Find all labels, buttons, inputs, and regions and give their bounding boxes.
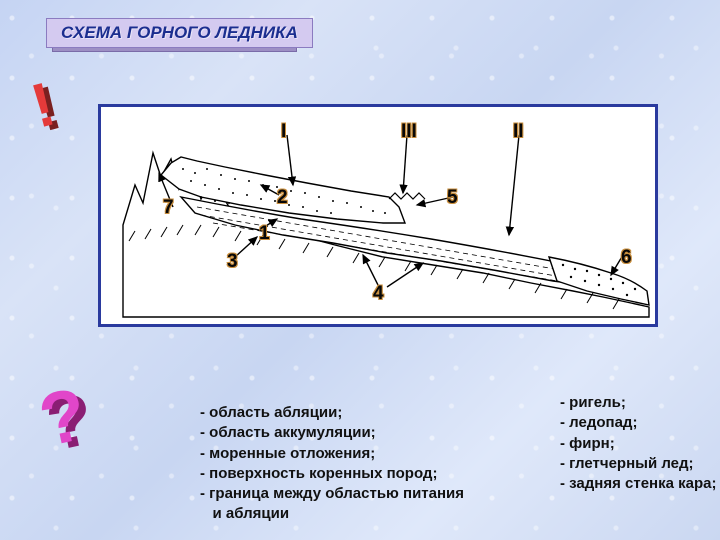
n7: 7: [163, 197, 174, 219]
legend-right-2: - фирн;: [560, 434, 720, 454]
legend-right-3: - глетчерный лед;: [560, 454, 720, 474]
n5: 5: [447, 187, 458, 209]
title-block: СХЕМА ГОРНОГО ЛЕДНИКА СХЕМА ГОРНОГО ЛЕДН…: [46, 18, 313, 48]
title-text: СХЕМА ГОРНОГО ЛЕДНИКА: [61, 23, 298, 42]
legend-left-0: - область абляции;: [200, 403, 540, 423]
legend-left-3: - поверхность коренных пород;: [200, 464, 540, 484]
legend-right-0: - ригель;: [560, 393, 720, 413]
n2: 2: [277, 187, 288, 209]
roman-II: II: [513, 121, 524, 143]
legend-left-2: - моренные отложения;: [200, 444, 540, 464]
n1: 1: [259, 223, 270, 245]
n4: 4: [373, 283, 384, 305]
legend-right-4: - задняя стенка кара;: [560, 474, 720, 494]
icefall-serac: [389, 193, 425, 199]
glacier-diagram: I III II 1 2 3 4 5 6 7: [98, 104, 658, 327]
n6: 6: [621, 247, 632, 269]
legend-right-1: - ледопад;: [560, 413, 720, 433]
roman-III: III: [401, 121, 417, 143]
title-main: СХЕМА ГОРНОГО ЛЕДНИКА: [46, 18, 313, 48]
legend-left: - область абляции; - область аккумуляции…: [160, 403, 540, 525]
roman-I: I: [281, 121, 286, 143]
moraine-terminus: [549, 257, 649, 305]
n3: 3: [227, 251, 238, 273]
legend-left-5: и абляции: [200, 504, 540, 524]
legend-right: - ригель; - ледопад; - фирн; - глетчерны…: [520, 393, 720, 494]
legend-left-1: - область аккумуляции;: [200, 423, 540, 443]
legend-left-4: - граница между областью питания: [200, 484, 540, 504]
